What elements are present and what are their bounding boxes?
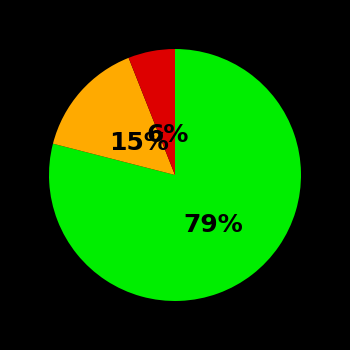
Wedge shape bbox=[49, 49, 301, 301]
Text: 6%: 6% bbox=[146, 124, 189, 147]
Text: 79%: 79% bbox=[184, 213, 244, 237]
Text: 15%: 15% bbox=[109, 131, 169, 155]
Wedge shape bbox=[128, 49, 175, 175]
Wedge shape bbox=[53, 58, 175, 175]
